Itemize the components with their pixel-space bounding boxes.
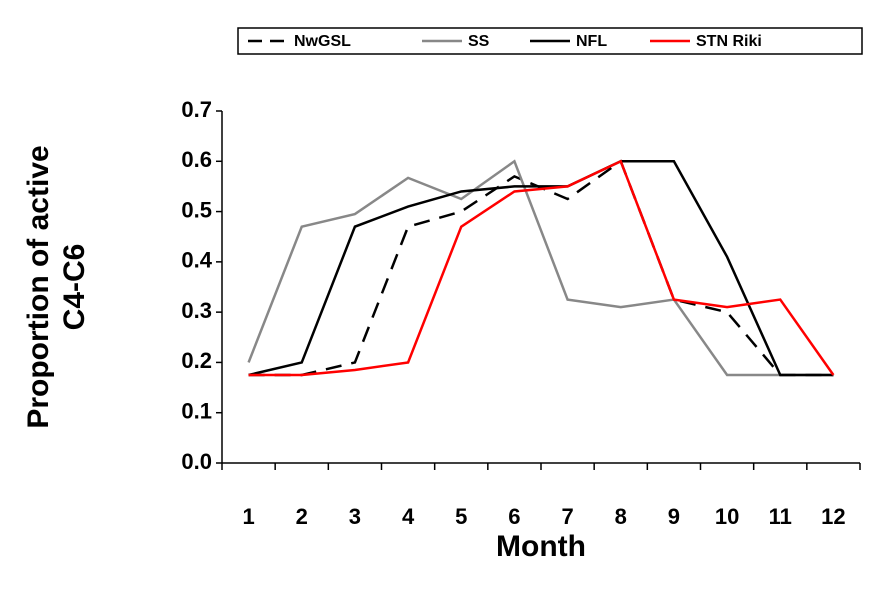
legend-label: NwGSL (294, 33, 351, 50)
x-axis-title: Month (496, 530, 586, 563)
x-tick-label: 3 (349, 504, 361, 529)
series-line (248, 159, 834, 377)
x-tick-label: 2 (296, 504, 308, 529)
x-tick-label: 5 (455, 504, 467, 529)
series-line (247, 159, 834, 377)
y-axis-title: C4-C6 (58, 244, 91, 331)
x-tick-label: 10 (715, 504, 739, 529)
series-line (248, 159, 835, 377)
x-tick-label: 9 (668, 504, 680, 529)
x-tick-label: 12 (821, 504, 845, 529)
x-tick-label: 11 (769, 504, 792, 529)
y-tick-label: 0.7 (181, 97, 212, 122)
y-axis-title: Proportion of active (22, 145, 55, 428)
legend-label: NFL (576, 33, 607, 50)
y-tick-label: 0.1 (181, 399, 212, 424)
x-tick-label: 1 (242, 504, 254, 529)
y-tick-label: 0.4 (181, 248, 212, 273)
legend-label: STN Riki (696, 33, 762, 50)
y-tick-label: 0.0 (181, 449, 212, 474)
y-tick-label: 0.2 (181, 348, 212, 373)
x-tick-label: 6 (508, 504, 520, 529)
x-tick-label: 7 (561, 504, 573, 529)
x-tick-label: 8 (615, 504, 627, 529)
legend-label: SS (468, 33, 490, 50)
x-tick-label: 4 (402, 504, 415, 529)
y-tick-label: 0.6 (181, 147, 212, 172)
y-tick-label: 0.5 (181, 197, 212, 222)
series-line (248, 160, 834, 377)
y-tick-label: 0.3 (181, 298, 212, 323)
